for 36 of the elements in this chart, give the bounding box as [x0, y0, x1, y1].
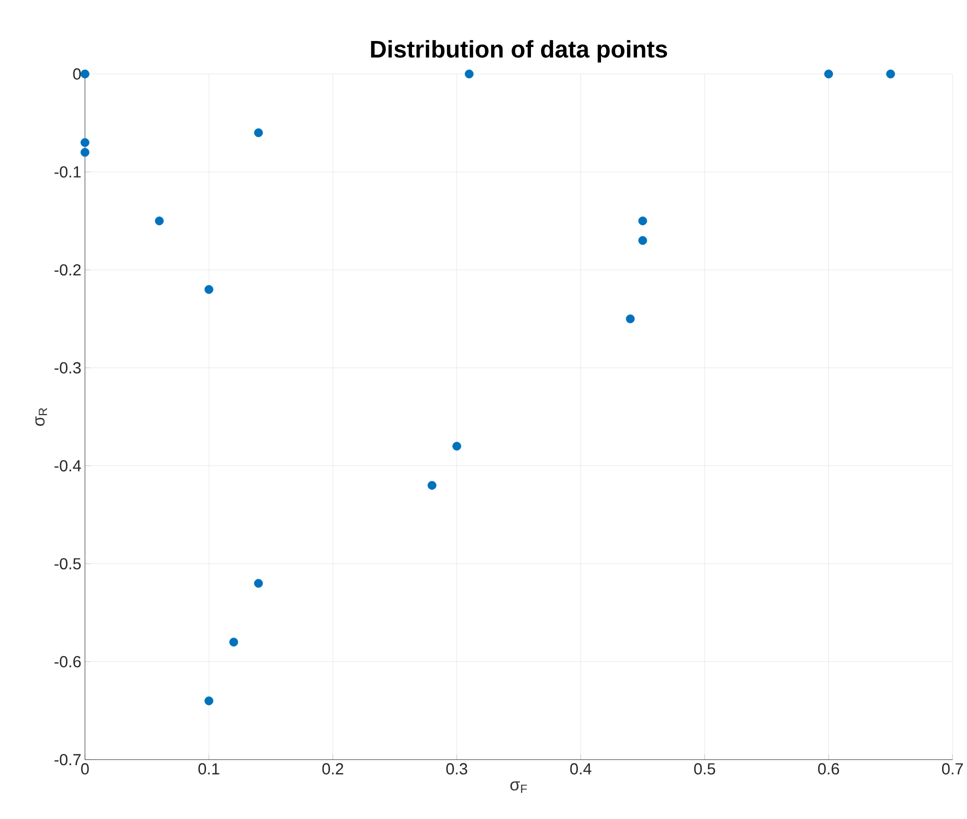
point	[229, 638, 238, 647]
x-axis-title: σ$_{F}$	[510, 782, 527, 794]
y-tick-label: -0.4	[54, 460, 81, 472]
y-tick-label: -0.5	[54, 558, 81, 570]
point	[452, 442, 462, 451]
point	[204, 285, 214, 294]
y-tick-label: -0.2	[54, 264, 81, 276]
point	[638, 236, 648, 246]
x-tick-label: 0.7	[942, 763, 963, 775]
y-axis-title: σ$_{R}$	[35, 408, 48, 426]
point	[638, 216, 648, 226]
point	[464, 70, 474, 79]
point	[80, 70, 90, 79]
x-tick-label: 0.2	[322, 763, 344, 775]
point	[204, 696, 214, 706]
x-tick-label: 0.5	[694, 763, 716, 775]
x-tick-label: 0	[81, 763, 89, 775]
point	[154, 216, 164, 226]
y-tick-label: -0.3	[54, 362, 81, 374]
y-tick-label: -0.1	[54, 166, 81, 178]
point	[80, 138, 90, 148]
x-tick-label: 0.4	[570, 763, 592, 775]
y-tick-label: -0.6	[54, 656, 81, 668]
x-tick-label: 0.3	[446, 763, 468, 775]
chart-title: Distribution of data points	[371, 40, 668, 63]
point	[886, 70, 895, 79]
point	[254, 579, 263, 588]
point	[626, 314, 635, 324]
point	[80, 148, 90, 157]
x-tick-label: 0.6	[818, 763, 840, 775]
y-tick-label: -0.7	[54, 754, 81, 766]
point	[824, 70, 834, 79]
point	[254, 128, 263, 138]
y-tick-label: 0	[73, 68, 81, 80]
x-tick-label: 0.1	[198, 763, 220, 775]
point	[428, 481, 436, 490]
